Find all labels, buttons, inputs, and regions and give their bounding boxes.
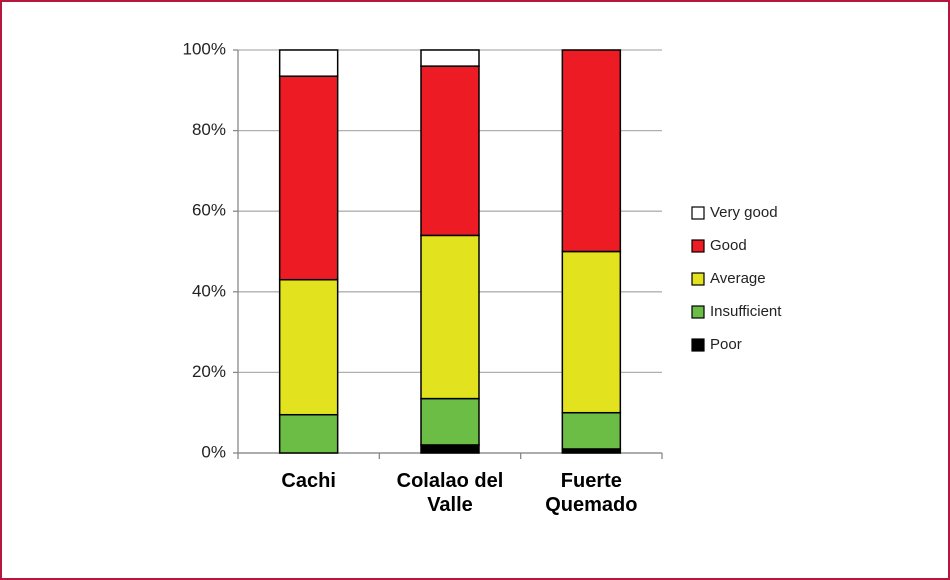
y-tick-label: 40% <box>192 281 226 300</box>
y-tick-label: 20% <box>192 362 226 381</box>
x-tick-label: Cachi <box>281 470 336 492</box>
legend-swatch <box>691 239 705 253</box>
legend-label: Good <box>710 237 747 254</box>
legend-swatch <box>691 305 705 319</box>
y-tick-label: 0% <box>201 442 226 461</box>
legend-label: Average <box>710 270 766 287</box>
legend-swatch <box>691 272 705 286</box>
bar-segment <box>561 250 622 414</box>
bar-segment <box>420 65 480 237</box>
bar-segment <box>420 234 480 400</box>
legend-label: Poor <box>710 336 742 353</box>
bar-segment <box>278 278 339 416</box>
legend-swatch <box>691 206 705 220</box>
y-tick-label: 100% <box>183 39 226 58</box>
bar-segment <box>278 413 339 454</box>
bar-segment <box>561 49 622 253</box>
bar-segment <box>278 49 339 77</box>
y-tick-label: 80% <box>192 120 226 139</box>
bar-segment <box>420 49 480 67</box>
bar-segment <box>278 75 339 281</box>
y-tick-label: 60% <box>192 201 226 220</box>
legend-label: Insufficient <box>710 303 782 320</box>
x-tick-label: Colalao del Valle <box>396 470 504 516</box>
bar-segment <box>420 444 480 454</box>
x-tick-label: Fuerte Quemado <box>545 470 638 516</box>
bar-segment <box>420 397 480 446</box>
legend-swatch <box>691 338 705 352</box>
bar-segment <box>561 411 622 450</box>
legend-label: Very good <box>710 204 778 221</box>
